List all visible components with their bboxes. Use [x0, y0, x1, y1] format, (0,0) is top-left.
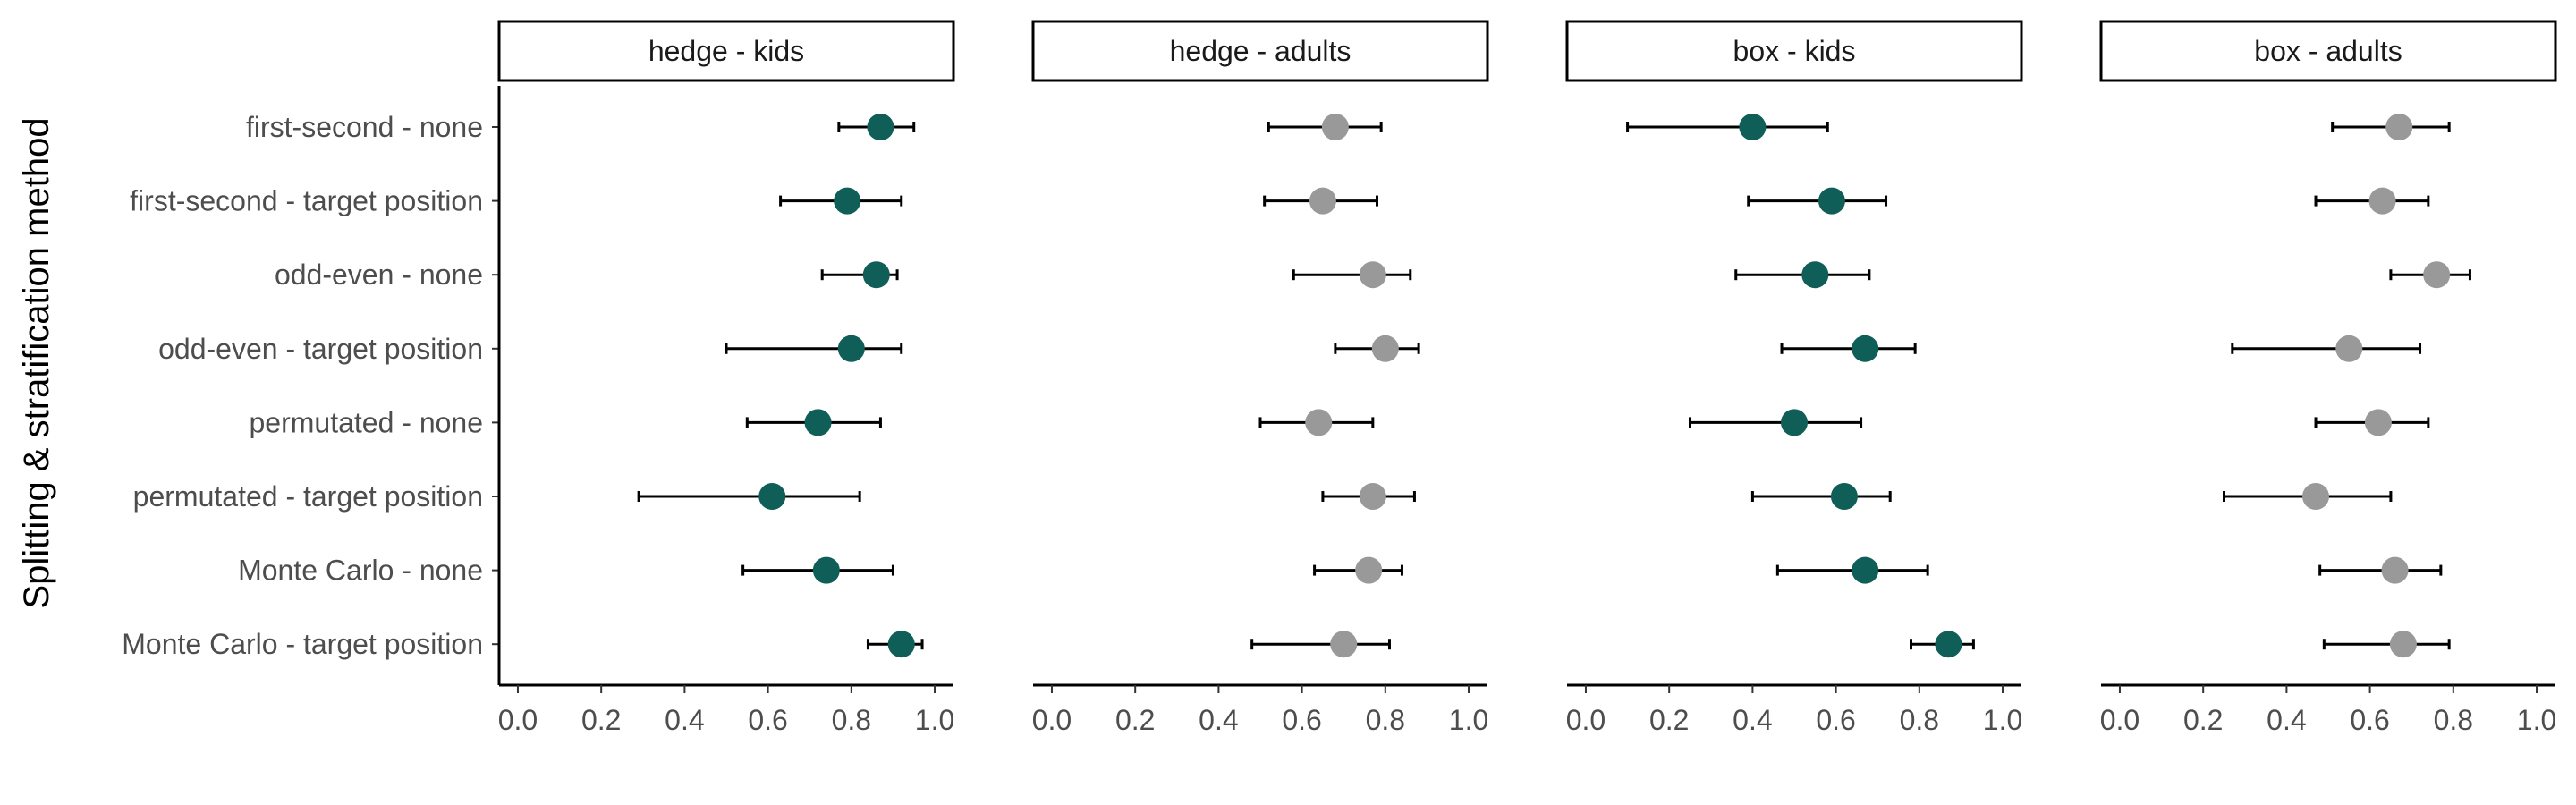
facet-strip-label: hedge - kids: [648, 35, 804, 67]
data-point: [1739, 114, 1767, 140]
data-point: [2364, 409, 2392, 436]
facet-panel: box - adults 0.0 0.2 0.4 0.6 0.8 1.0: [2099, 20, 2557, 736]
data-point: [804, 409, 832, 436]
x-tick-label: 0.6: [748, 704, 787, 736]
facet-strip-label: box - kids: [1733, 35, 1856, 67]
data-point: [867, 114, 894, 140]
data-point: [2389, 631, 2417, 658]
y-axis-labels: first-second - none first-second - target…: [122, 111, 499, 660]
x-tick-label: 1.0: [2517, 704, 2556, 736]
y-axis-title-group: Splitting & stratification method: [17, 117, 56, 608]
data-point: [1801, 261, 1829, 289]
x-tick-label: 0.6: [2350, 704, 2389, 736]
x-tick-label: 0.6: [1282, 704, 1321, 736]
data-point: [2381, 556, 2409, 584]
facet-panel: box - kids 0.0 0.2 0.4 0.6 0.8 1.0: [1565, 20, 2023, 736]
x-tick-label: 0.4: [1733, 704, 1772, 736]
y-axis-title: Splitting & stratification method: [17, 117, 56, 608]
data-point: [1309, 187, 1336, 215]
data-point: [1852, 556, 1879, 584]
x-tick-label: 0.2: [1115, 704, 1155, 736]
x-tick-label: 0.2: [581, 704, 621, 736]
y-tick-label: permutated - target position: [133, 480, 483, 513]
x-tick-label: 0.0: [2100, 704, 2140, 736]
data-point: [1781, 409, 1808, 436]
data-point: [1359, 261, 1386, 289]
x-tick-label: 0.4: [665, 704, 704, 736]
x-tick-label: 0.0: [498, 704, 538, 736]
data-point: [1355, 556, 1383, 584]
data-point: [758, 483, 786, 510]
data-point: [1321, 114, 1349, 140]
x-tick-label: 0.8: [1900, 704, 1939, 736]
facet-strip-label: hedge - adults: [1170, 35, 1352, 67]
facet-strip: [1031, 20, 1489, 82]
data-point: [1305, 409, 1333, 436]
data-point: [834, 187, 861, 215]
y-tick-label: odd-even - target position: [158, 333, 483, 365]
data-point: [887, 631, 915, 658]
facet-strip: [2099, 20, 2557, 82]
data-point: [2368, 187, 2396, 215]
data-point: [1371, 335, 1399, 362]
facet-strip-label: box - adults: [2254, 35, 2402, 67]
data-point: [837, 335, 865, 362]
y-tick-label: first-second - none: [246, 111, 483, 143]
x-tick-label: 0.8: [832, 704, 871, 736]
data-point: [2302, 483, 2330, 510]
data-point: [2423, 261, 2451, 289]
x-tick-label: 0.0: [1032, 704, 1072, 736]
x-tick-label: 0.8: [2434, 704, 2473, 736]
facet-strip: [1565, 20, 2023, 82]
data-point: [812, 556, 840, 584]
data-point: [2385, 114, 2413, 140]
facet-panel: hedge - kids 0.0 0.2 0.4 0.6 0.8 1.0: [497, 20, 955, 736]
data-point: [2335, 335, 2363, 362]
x-tick-label: 0.2: [2183, 704, 2223, 736]
x-tick-label: 1.0: [1983, 704, 2022, 736]
facet-strip: [497, 20, 955, 82]
data-point: [1818, 187, 1845, 215]
data-point: [1830, 483, 1858, 510]
x-tick-label: 1.0: [915, 704, 954, 736]
x-tick-label: 0.2: [1649, 704, 1689, 736]
data-point: [862, 261, 890, 289]
data-point: [1359, 483, 1386, 510]
x-tick-label: 0.8: [1366, 704, 1405, 736]
x-tick-label: 0.4: [2267, 704, 2306, 736]
x-tick-label: 0.4: [1199, 704, 1238, 736]
facet-panel: hedge - adults 0.0 0.2 0.4 0.6 0.8 1.0: [1031, 20, 1489, 736]
x-tick-label: 0.6: [1816, 704, 1855, 736]
y-tick-label: Monte Carlo - target position: [122, 628, 483, 660]
x-tick-label: 1.0: [1449, 704, 1488, 736]
data-point: [1852, 335, 1879, 362]
y-tick-label: permutated - none: [250, 406, 484, 438]
x-tick-label: 0.0: [1566, 704, 1606, 736]
y-tick-label: Monte Carlo - none: [238, 555, 483, 587]
data-point: [1935, 631, 1962, 658]
y-tick-label: first-second - target position: [130, 185, 483, 217]
y-tick-label: odd-even - none: [275, 258, 483, 291]
data-point: [1330, 631, 1358, 658]
